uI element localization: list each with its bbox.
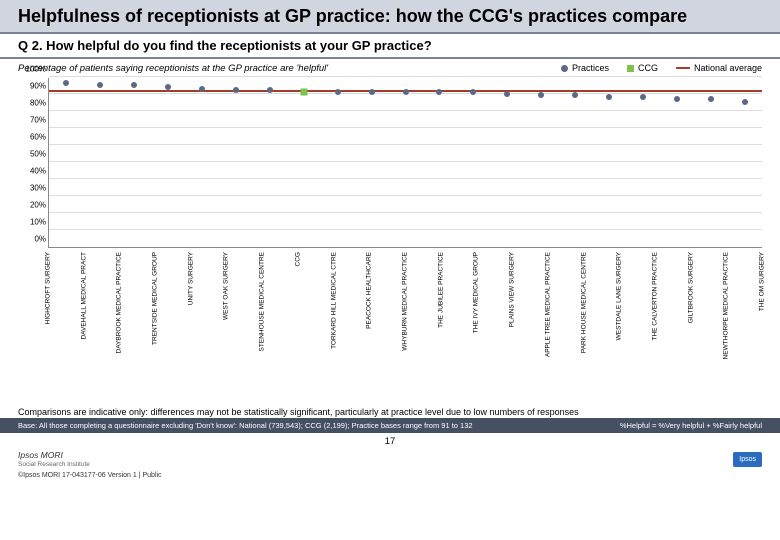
- gridline: [49, 195, 762, 196]
- x-label: WEST OAK SURGERY: [223, 252, 230, 320]
- practice-point: [436, 89, 442, 95]
- practice-point: [708, 96, 714, 102]
- gridline: [49, 212, 762, 213]
- gridline: [49, 178, 762, 179]
- y-tick: 70%: [30, 115, 46, 124]
- x-label: THE JUBILEE PRACTICE: [437, 252, 444, 328]
- gridline: [49, 127, 762, 128]
- brand-block: Ipsos MORI Social Research Institute: [18, 450, 90, 468]
- practice-point: [165, 84, 171, 90]
- y-tick: 0%: [34, 234, 46, 243]
- legend: Practices CCG National average: [561, 63, 762, 73]
- copyright: ©Ipsos MORI 17-043177-06 Version 1 | Pub…: [0, 472, 780, 479]
- practice-point: [640, 94, 646, 100]
- practice-point: [63, 80, 69, 86]
- question-text: Q 2. How helpful do you find the recepti…: [18, 38, 762, 53]
- gridline: [49, 229, 762, 230]
- y-tick: 20%: [30, 200, 46, 209]
- footer-base-text: Base: All those completing a questionnai…: [18, 421, 473, 431]
- practice-point: [97, 82, 103, 88]
- legend-national: National average: [676, 63, 762, 73]
- page-number: 17: [0, 433, 780, 450]
- footer-band: Base: All those completing a questionnai…: [0, 418, 780, 434]
- x-label: TORKARD HILL MEDICAL CTRE: [330, 252, 337, 349]
- x-label: DAVEHALL MEDICAL PRACT: [80, 252, 87, 340]
- gridline: [49, 76, 762, 77]
- footer-metric-text: %Helpful = %Very helpful + %Fairly helpf…: [620, 421, 762, 431]
- practice-point: [335, 89, 341, 95]
- subtitle-row: Percentage of patients saying receptioni…: [0, 59, 780, 76]
- legend-label: CCG: [638, 63, 658, 73]
- question-bar: Q 2. How helpful do you find the recepti…: [0, 32, 780, 59]
- x-label: THE CALVERTON PRACTICE: [652, 252, 659, 341]
- gridline: [49, 161, 762, 162]
- page-title: Helpfulness of receptionists at GP pract…: [18, 6, 762, 28]
- y-tick: 10%: [30, 217, 46, 226]
- y-tick: 60%: [30, 132, 46, 141]
- practice-point: [572, 92, 578, 98]
- x-label: WESTDALE LANE SURGERY: [616, 252, 623, 340]
- x-label: GILTBROOK SURGERY: [687, 252, 694, 323]
- x-label: NEWTHORPE MEDICAL PRACTICE: [723, 252, 730, 359]
- practice-point: [233, 87, 239, 93]
- practice-point: [369, 89, 375, 95]
- ipsos-logo: Ipsos: [733, 452, 762, 467]
- x-label: HIGHCROFT SURGERY: [44, 252, 51, 324]
- x-label: APPLE TREE MEDICAL PRACTICE: [544, 252, 551, 357]
- title-bar: Helpfulness of receptionists at GP pract…: [0, 0, 780, 32]
- x-label: DAYBROOK MEDICAL PRACTICE: [116, 252, 123, 354]
- legend-practices: Practices: [561, 63, 609, 73]
- y-tick: 50%: [30, 149, 46, 158]
- x-label: THE IVY MEDICAL GROUP: [473, 252, 480, 333]
- practice-point: [131, 82, 137, 88]
- chart-subtitle: Percentage of patients saying receptioni…: [18, 63, 561, 74]
- x-label: PARK HOUSE MEDICAL CENTRE: [580, 252, 587, 353]
- ccg-point: [300, 88, 307, 95]
- practice-point: [199, 86, 205, 92]
- practice-point: [470, 89, 476, 95]
- y-tick: 80%: [30, 98, 46, 107]
- y-axis: 0%10%20%30%40%50%60%70%80%90%100%: [18, 78, 48, 248]
- x-label: CCG: [294, 252, 301, 266]
- gridline: [49, 144, 762, 145]
- brand-main: Ipsos MORI: [18, 450, 90, 460]
- x-label: TRENTSIDE MEDICAL GROUP: [152, 252, 159, 345]
- practice-point: [504, 91, 510, 97]
- x-axis-labels: HIGHCROFT SURGERY DAVEHALL MEDICAL PRACT D…: [30, 246, 780, 406]
- y-tick: 90%: [30, 81, 46, 90]
- line-icon: [676, 67, 690, 69]
- caption: Comparisons are indicative only: differe…: [0, 406, 780, 418]
- y-tick: 30%: [30, 183, 46, 192]
- bottom-row: Ipsos MORI Social Research Institute Ips…: [0, 450, 780, 472]
- brand-sub: Social Research Institute: [18, 461, 90, 468]
- chart: 0%10%20%30%40%50%60%70%80%90%100% HIGHCR…: [0, 76, 780, 406]
- square-icon: [627, 65, 634, 72]
- circle-icon: [561, 65, 568, 72]
- x-label: STENHOUSE MEDICAL CENTRE: [259, 252, 266, 351]
- practice-point: [674, 96, 680, 102]
- x-label: THE OM SURGERY: [759, 252, 766, 311]
- practice-point: [403, 89, 409, 95]
- practice-point: [742, 99, 748, 105]
- x-label: PLAINS VIEW SURGERY: [509, 252, 516, 327]
- practice-point: [538, 92, 544, 98]
- x-label: PEACOCK HEALTHCARE: [366, 252, 373, 329]
- gridline: [49, 110, 762, 111]
- y-tick: 100%: [26, 64, 46, 73]
- legend-ccg: CCG: [627, 63, 658, 73]
- x-label: WHYBURN MEDICAL PRACTICE: [402, 252, 409, 351]
- legend-label: Practices: [572, 63, 609, 73]
- y-tick: 40%: [30, 166, 46, 175]
- plot-area: [48, 78, 762, 248]
- legend-label: National average: [694, 63, 762, 73]
- practice-point: [267, 87, 273, 93]
- practice-point: [606, 94, 612, 100]
- x-label: UNITY SURGERY: [187, 252, 194, 305]
